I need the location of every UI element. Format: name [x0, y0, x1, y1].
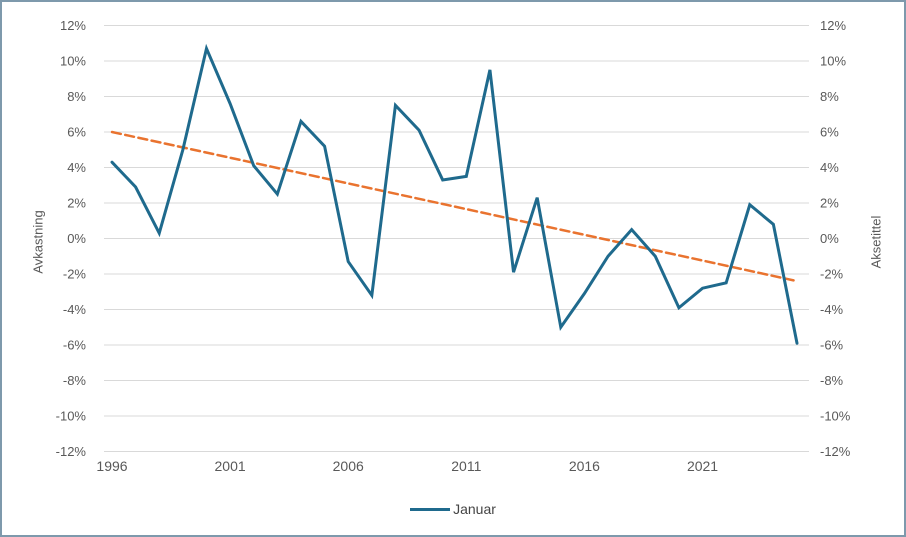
- y-tick-label-right: -2%: [820, 267, 844, 282]
- y-tick-label-left: 10%: [60, 54, 86, 69]
- y-tick-label-left: 6%: [67, 125, 86, 140]
- x-tick-label: 2006: [333, 458, 364, 474]
- y-tick-label-right: -8%: [820, 373, 844, 388]
- januar-series-line[interactable]: [110, 43, 799, 345]
- y-tick-label-left: 4%: [67, 160, 86, 175]
- y-tick-label-right: 6%: [820, 125, 839, 140]
- legend[interactable]: Januar: [2, 501, 904, 517]
- y-tick-label-left: -8%: [63, 373, 87, 388]
- y-tick-label-left: 0%: [67, 231, 86, 246]
- x-tick-label: 2011: [451, 458, 481, 474]
- x-tick-label: 2016: [569, 458, 600, 474]
- y-tick-label-left: -6%: [63, 338, 87, 353]
- y-tick-label-left: -4%: [63, 302, 87, 317]
- y-tick-label-right: 0%: [820, 231, 839, 246]
- y-tick-label-right: -6%: [820, 338, 844, 353]
- y-tick-label-right: 2%: [820, 196, 839, 211]
- y-tick-label-left: 12%: [60, 18, 86, 33]
- y-tick-label-right: 4%: [820, 160, 839, 175]
- y-tick-label-right: 12%: [820, 18, 846, 33]
- x-tick-label: 2001: [215, 458, 246, 474]
- trend-line[interactable]: [110, 130, 799, 283]
- y-tick-label-right: 10%: [820, 54, 846, 69]
- y-tick-label-left: 8%: [67, 89, 86, 104]
- y-tick-label-left: -10%: [56, 409, 87, 424]
- legend-label-januar: Januar: [453, 501, 496, 517]
- januar-series-swatch: [410, 507, 451, 511]
- x-tick-label: 1996: [96, 458, 127, 474]
- y-tick-label-right: -4%: [820, 302, 844, 317]
- y-tick-label-left: -12%: [56, 444, 87, 459]
- y-tick-label-right: 8%: [820, 89, 839, 104]
- y-tick-label-left: 2%: [67, 196, 86, 211]
- y-tick-label-right: -10%: [820, 409, 851, 424]
- y-tick-label-left: -2%: [63, 267, 87, 282]
- y-tick-label-right: -12%: [820, 444, 851, 459]
- x-tick-label: 2021: [687, 458, 718, 474]
